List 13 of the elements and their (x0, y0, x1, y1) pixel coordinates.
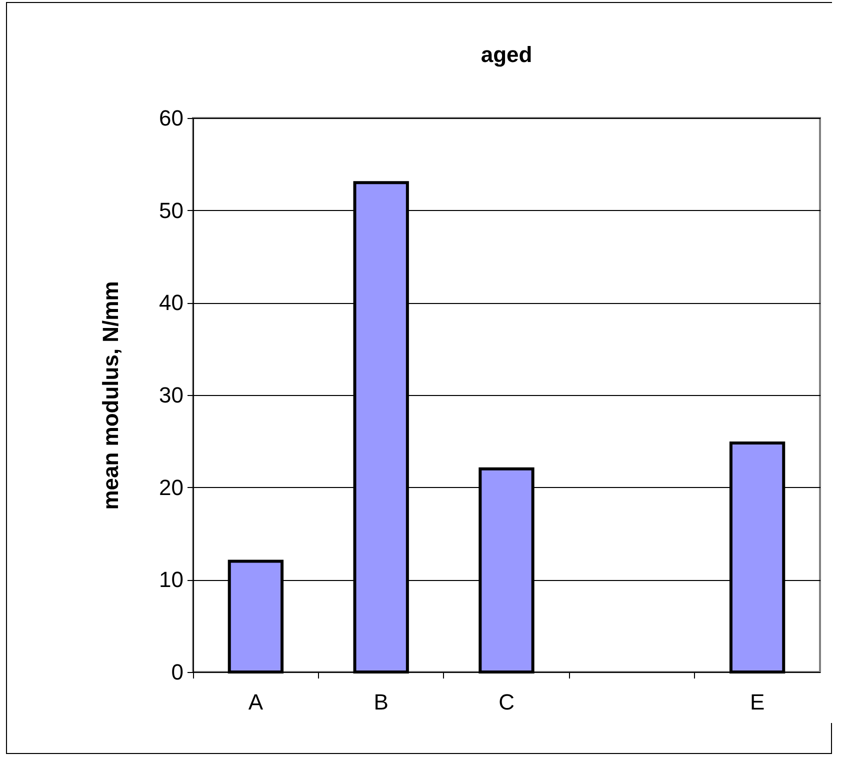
x-tick-label: C (498, 690, 515, 714)
y-tick-label: 0 (171, 660, 184, 684)
chart-title: aged (480, 42, 532, 67)
y-tick-label: 20 (159, 474, 184, 500)
y-tick-label: 10 (159, 567, 184, 592)
y-tick-label: 50 (159, 198, 184, 223)
x-tick-label: A (248, 690, 264, 714)
y-axis-title: mean modulus, N/mm (98, 281, 124, 510)
y-tick-label: 60 (159, 106, 184, 130)
x-tick-label: B (374, 690, 388, 714)
y-tick-label: 30 (159, 382, 184, 408)
x-tick-label: E (750, 690, 765, 714)
y-tick-label: 40 (159, 290, 184, 316)
